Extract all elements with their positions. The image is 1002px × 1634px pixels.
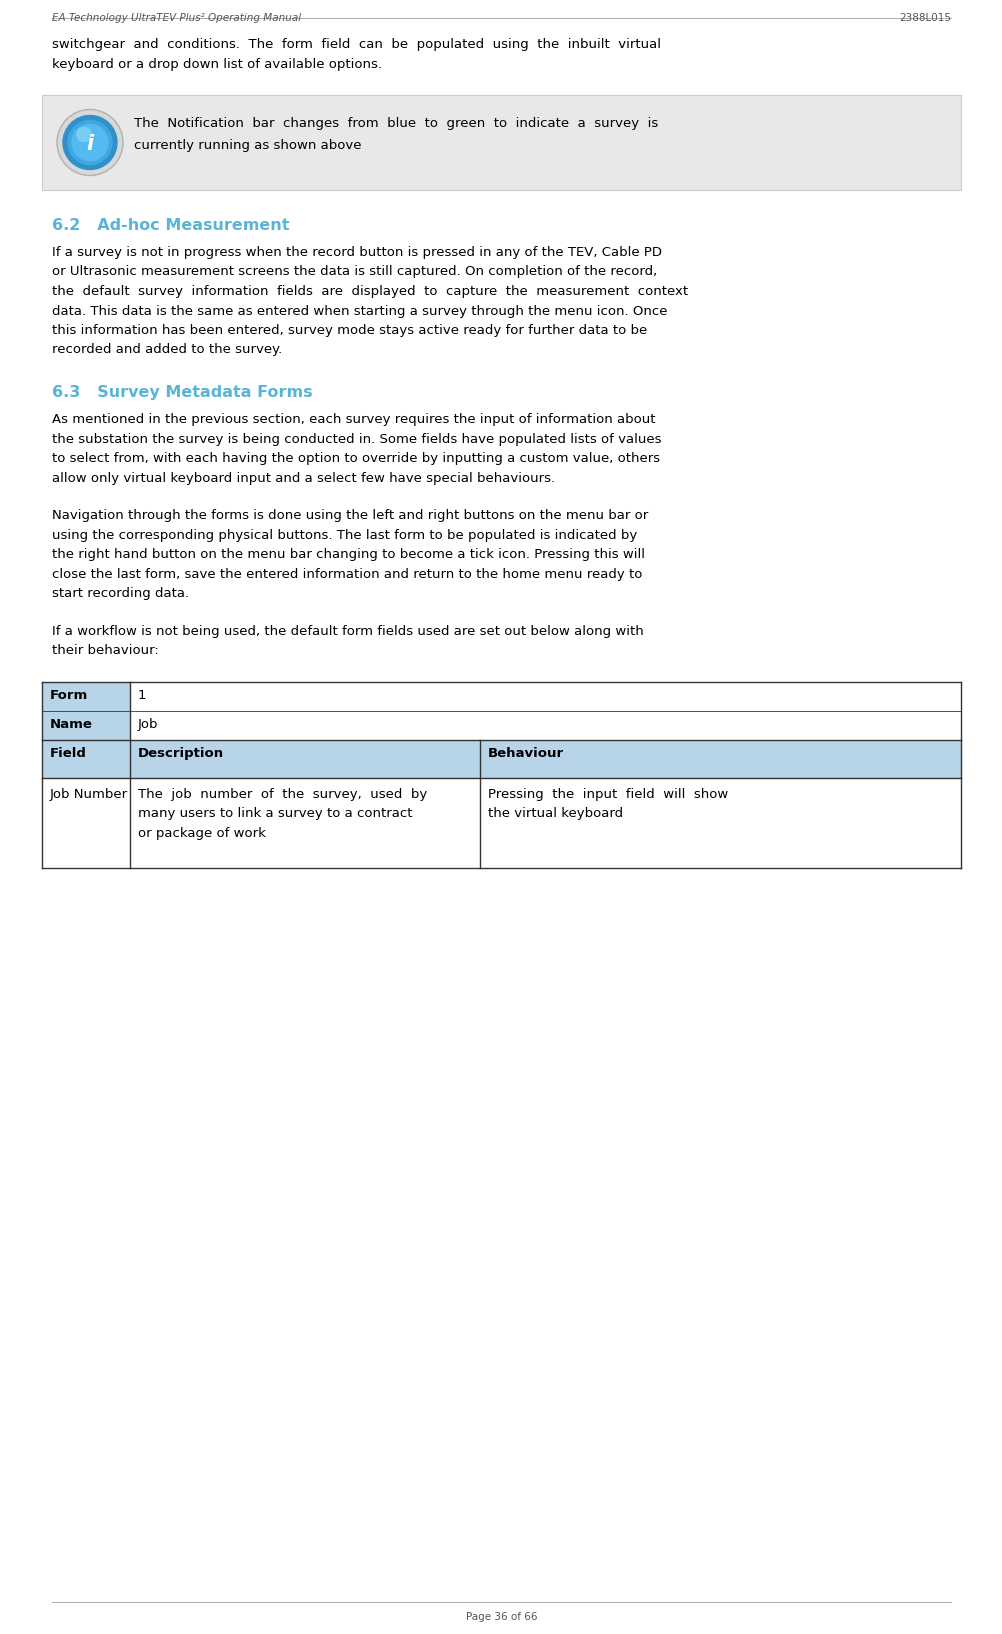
- Text: Form: Form: [50, 688, 88, 701]
- Text: Job: Job: [138, 717, 158, 730]
- Text: the virtual keyboard: the virtual keyboard: [488, 807, 622, 820]
- Text: or Ultrasonic measurement screens the data is still captured. On completion of t: or Ultrasonic measurement screens the da…: [52, 265, 656, 278]
- Text: 1: 1: [138, 688, 146, 701]
- Text: to select from, with each having the option to override by inputting a custom va: to select from, with each having the opt…: [52, 453, 659, 466]
- Circle shape: [63, 116, 117, 170]
- Text: Page 36 of 66: Page 36 of 66: [465, 1613, 537, 1623]
- Text: or package of work: or package of work: [138, 827, 266, 840]
- Text: The  Notification  bar  changes  from  blue  to  green  to  indicate  a  survey : The Notification bar changes from blue t…: [134, 118, 657, 131]
- Text: using the corresponding physical buttons. The last form to be populated is indic: using the corresponding physical buttons…: [52, 528, 636, 541]
- Text: currently running as shown above: currently running as shown above: [134, 139, 361, 152]
- Text: 2388L015: 2388L015: [898, 13, 950, 23]
- Text: this information has been entered, survey mode stays active ready for further da: this information has been entered, surve…: [52, 324, 646, 337]
- Bar: [42, 681, 130, 740]
- Text: Pressing  the  input  field  will  show: Pressing the input field will show: [488, 788, 727, 801]
- Circle shape: [77, 127, 91, 142]
- Bar: [42, 778, 960, 868]
- Text: the  default  survey  information  fields  are  displayed  to  capture  the  mea: the default survey information fields ar…: [52, 284, 687, 297]
- Text: i: i: [86, 134, 93, 154]
- Text: switchgear  and  conditions.  The  form  field  can  be  populated  using  the  : switchgear and conditions. The form fiel…: [52, 38, 660, 51]
- Text: Job Number: Job Number: [50, 788, 128, 801]
- Text: If a survey is not in progress when the record button is pressed in any of the T: If a survey is not in progress when the …: [52, 247, 661, 260]
- Text: recorded and added to the survey.: recorded and added to the survey.: [52, 343, 282, 356]
- Text: EA Technology UltraTEV Plus² Operating Manual: EA Technology UltraTEV Plus² Operating M…: [52, 13, 301, 23]
- Text: many users to link a survey to a contract: many users to link a survey to a contrac…: [138, 807, 412, 820]
- Text: The  job  number  of  the  survey,  used  by: The job number of the survey, used by: [138, 788, 427, 801]
- Circle shape: [68, 121, 112, 165]
- Text: Navigation through the forms is done using the left and right buttons on the men: Navigation through the forms is done usi…: [52, 510, 647, 521]
- Bar: [42, 740, 960, 778]
- Text: close the last form, save the entered information and return to the home menu re: close the last form, save the entered in…: [52, 567, 641, 580]
- Text: start recording data.: start recording data.: [52, 587, 189, 600]
- Text: Field: Field: [50, 747, 87, 760]
- Text: 6.3   Survey Metadata Forms: 6.3 Survey Metadata Forms: [52, 386, 313, 400]
- Circle shape: [57, 109, 123, 175]
- Text: As mentioned in the previous section, each survey requires the input of informat: As mentioned in the previous section, ea…: [52, 413, 655, 426]
- Text: Behaviour: Behaviour: [488, 747, 563, 760]
- Text: allow only virtual keyboard input and a select few have special behaviours.: allow only virtual keyboard input and a …: [52, 472, 554, 485]
- Text: If a workflow is not being used, the default form fields used are set out below : If a workflow is not being used, the def…: [52, 624, 643, 637]
- Circle shape: [72, 124, 108, 160]
- Text: the substation the survey is being conducted in. Some fields have populated list: the substation the survey is being condu…: [52, 433, 661, 446]
- Text: the right hand button on the menu bar changing to become a tick icon. Pressing t: the right hand button on the menu bar ch…: [52, 547, 644, 560]
- Text: keyboard or a drop down list of available options.: keyboard or a drop down list of availabl…: [52, 57, 382, 70]
- Text: Name: Name: [50, 717, 93, 730]
- Bar: [130, 681, 960, 740]
- Text: 6.2   Ad-hoc Measurement: 6.2 Ad-hoc Measurement: [52, 217, 290, 234]
- Text: their behaviour:: their behaviour:: [52, 644, 158, 657]
- Text: Description: Description: [138, 747, 223, 760]
- Text: data. This data is the same as entered when starting a survey through the menu i: data. This data is the same as entered w…: [52, 304, 667, 317]
- Bar: [42, 95, 960, 190]
